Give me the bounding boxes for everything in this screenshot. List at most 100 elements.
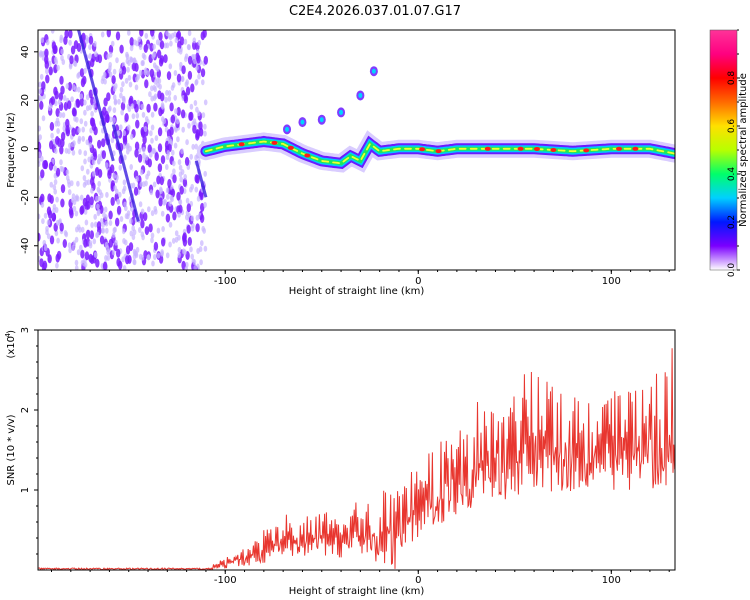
noise-dot	[142, 135, 147, 145]
colorbar-label: Normalized spectral amplitude	[738, 73, 749, 227]
noise-dot	[106, 92, 111, 102]
noise-dot	[165, 42, 170, 49]
noise-dot	[140, 208, 145, 215]
noise-dot	[90, 154, 94, 160]
noise-dot	[110, 196, 115, 206]
noise-dot	[149, 130, 153, 137]
noise-dot	[127, 124, 131, 131]
noise-dot	[55, 196, 59, 203]
noise-dot	[172, 168, 176, 175]
noise-dot	[150, 237, 154, 244]
noise-dot	[177, 246, 182, 253]
noise-dot	[110, 137, 115, 144]
noise-dot	[138, 44, 143, 51]
noise-dot	[89, 196, 94, 206]
noise-dot	[101, 227, 106, 234]
noise-dot	[54, 90, 59, 100]
noise-dot	[196, 54, 201, 64]
noise-dot	[78, 226, 82, 233]
noise-dot	[38, 151, 42, 158]
noise-dot	[71, 141, 75, 148]
noise-dot	[69, 209, 74, 219]
noise-dot	[187, 236, 192, 246]
noise-dot	[104, 162, 109, 169]
noise-dot	[60, 184, 66, 194]
noise-dot	[73, 61, 78, 67]
noise-dot	[125, 143, 129, 150]
noise-dot	[129, 133, 134, 140]
noise-dot	[40, 201, 45, 208]
noise-dot	[172, 211, 177, 221]
noise-dot	[115, 217, 120, 227]
noise-dot	[140, 219, 145, 229]
noise-dot	[66, 178, 71, 185]
y-tick-label: 3	[20, 327, 31, 333]
noise-dot	[45, 68, 49, 75]
noise-dot	[88, 253, 93, 263]
y-axis-label: SNR (10 * v/v)	[6, 414, 17, 485]
noise-dot	[146, 254, 151, 261]
noise-dot	[90, 177, 95, 187]
noise-dot	[195, 129, 200, 138]
noise-dot	[85, 94, 90, 101]
noise-dot	[195, 174, 200, 184]
noise-dot	[194, 186, 199, 193]
noise-dot	[165, 89, 169, 96]
noise-dot	[112, 85, 117, 92]
noise-dot	[129, 37, 134, 46]
noise-dot	[152, 43, 156, 50]
noise-dot	[157, 163, 163, 173]
noise-dot	[104, 214, 108, 221]
noise-dot	[150, 124, 155, 131]
noise-dot	[106, 255, 110, 261]
noise-dot	[156, 175, 161, 185]
noise-dot	[167, 32, 172, 39]
noise-dot	[49, 195, 54, 204]
noise-dot	[193, 265, 197, 270]
noise-dot	[196, 195, 201, 202]
noise-dot	[179, 176, 183, 183]
colorbar-tick-label: 0.6	[727, 119, 737, 134]
ridge-hotspot	[435, 149, 442, 154]
noise-dot	[75, 116, 79, 123]
noise-dot	[64, 147, 69, 154]
noise-dot	[129, 230, 134, 237]
noise-dot	[192, 259, 197, 266]
noise-dot	[133, 39, 137, 46]
noise-dot	[119, 216, 124, 222]
noise-dot	[41, 115, 46, 122]
noise-dot	[129, 164, 133, 170]
y-tick-label: 2	[20, 407, 31, 413]
noise-dot	[81, 135, 85, 142]
noise-dot	[197, 39, 202, 46]
noise-dot	[121, 256, 125, 263]
noise-dot	[125, 245, 131, 255]
noise-dot	[193, 58, 197, 65]
noise-dot	[169, 102, 174, 112]
noise-dot	[143, 126, 148, 132]
noise-dot	[92, 102, 96, 109]
noise-dot	[127, 106, 132, 113]
noise-dot	[192, 37, 197, 44]
noise-dot	[52, 184, 57, 191]
noise-dot	[158, 31, 163, 41]
noise-dot	[108, 61, 112, 68]
noise-dot	[141, 234, 145, 241]
noise-dot	[147, 158, 152, 168]
noise-streak	[194, 160, 208, 198]
noise-dot	[96, 186, 101, 193]
noise-dot	[53, 165, 57, 172]
noise-dot	[195, 223, 200, 233]
noise-dot	[197, 73, 201, 80]
noise-dot	[79, 244, 83, 251]
noise-dot	[39, 73, 44, 80]
noise-dot	[200, 202, 205, 212]
noise-dot	[59, 222, 64, 232]
noise-dot	[177, 211, 181, 218]
noise-dot	[110, 164, 115, 174]
x-tick-label: -100	[214, 276, 237, 287]
noise-dot	[142, 181, 146, 188]
noise-dot	[50, 30, 55, 34]
noise-dot	[140, 103, 145, 110]
noise-dot	[150, 210, 155, 217]
